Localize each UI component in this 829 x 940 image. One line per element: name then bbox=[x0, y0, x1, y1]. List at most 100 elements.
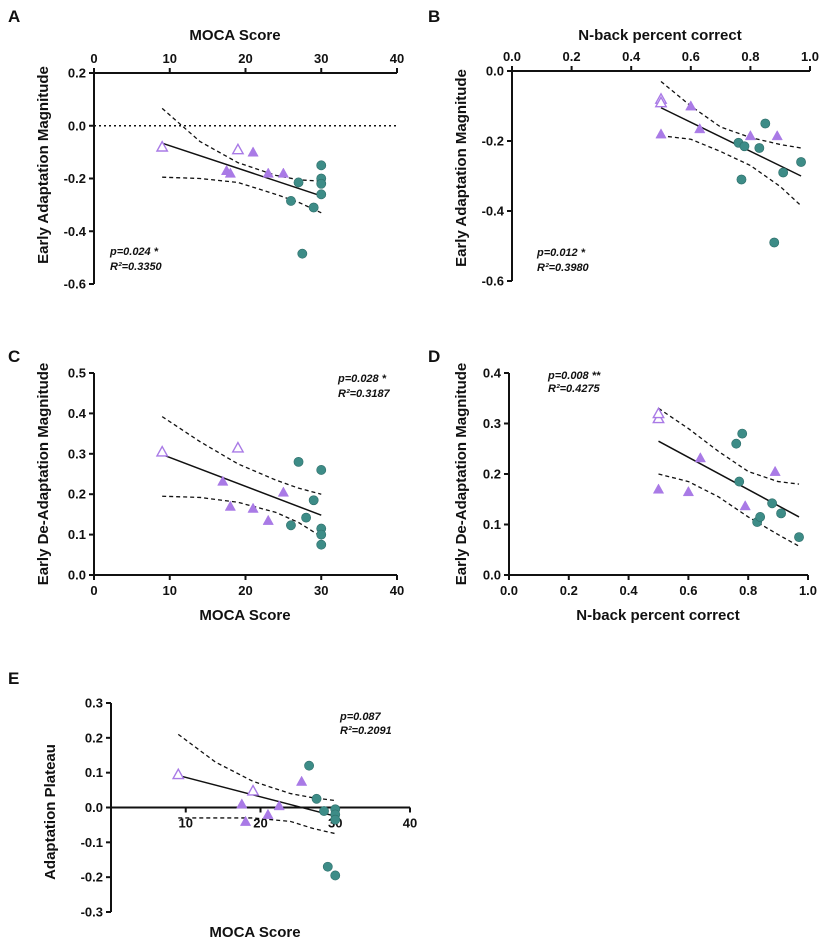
data-point-circle-a bbox=[297, 248, 308, 259]
data-point-circle-e bbox=[311, 793, 322, 804]
y-tick-label-b: -0.2 bbox=[482, 134, 504, 149]
data-point-triangle-b bbox=[685, 100, 697, 111]
data-point-circle-d bbox=[731, 438, 742, 449]
data-point-circle-c bbox=[316, 529, 327, 540]
data-point-triangle-a bbox=[224, 167, 236, 178]
data-point-circle-e bbox=[322, 861, 333, 872]
x-tick-label-c: 40 bbox=[390, 583, 404, 598]
data-point-open-triangle-b bbox=[654, 95, 668, 108]
data-point-triangle-b bbox=[744, 130, 757, 141]
regression-line-b bbox=[660, 107, 802, 177]
regression-line-c bbox=[161, 453, 322, 516]
y-axis-title-b: Early Adaptation Magnitude bbox=[453, 69, 470, 267]
data-point-triangle-a bbox=[247, 146, 259, 157]
data-point-circle-c bbox=[316, 465, 327, 475]
x-tick-label-b: 0.4 bbox=[622, 49, 641, 64]
x-axis-title-d: N-back percent correct bbox=[576, 607, 739, 624]
y-tick-label-a: -0.4 bbox=[64, 224, 87, 239]
stats-p-c: p=0.028 * bbox=[337, 373, 387, 385]
x-tick-label-d: 0.4 bbox=[620, 583, 639, 598]
data-point-triangle-e bbox=[239, 815, 252, 826]
y-tick-label-c: 0.2 bbox=[68, 487, 86, 502]
y-axis-title-e: Adaptation Plateau bbox=[42, 744, 59, 880]
x-tick-label-b: 1.0 bbox=[801, 49, 819, 64]
y-tick-label-c: 0.1 bbox=[68, 527, 86, 542]
y-tick-label-d: 0.3 bbox=[483, 416, 501, 431]
panel-label-b: B bbox=[428, 7, 440, 26]
y-axis-title-c: Early De-Adaptation Magnitude bbox=[35, 363, 52, 586]
y-tick-label-a: -0.2 bbox=[64, 171, 86, 186]
y-tick-label-c: 0.4 bbox=[68, 406, 87, 421]
data-point-open-triangle-a bbox=[231, 142, 245, 155]
panel-label-a: A bbox=[8, 7, 20, 26]
data-point-triangle-d bbox=[694, 452, 706, 463]
y-tick-label-e: 0.0 bbox=[85, 800, 103, 815]
data-point-circle-e bbox=[330, 814, 341, 825]
data-point-circle-d bbox=[755, 512, 766, 522]
data-point-triangle-b bbox=[655, 128, 667, 139]
x-tick-label-c: 10 bbox=[163, 583, 177, 598]
x-tick-label-a: 20 bbox=[238, 51, 252, 66]
y-axis-title-d: Early De-Adaptation Magnitude bbox=[453, 363, 470, 586]
x-tick-label-a: 30 bbox=[314, 51, 328, 66]
regression-line-e bbox=[178, 774, 336, 817]
ci-upper-curve-b bbox=[660, 80, 802, 149]
data-point-triangle-a bbox=[277, 167, 289, 178]
data-point-circle-c bbox=[286, 520, 296, 531]
ci-lower-curve-a bbox=[162, 176, 322, 214]
data-point-open-triangle-e bbox=[171, 767, 185, 780]
data-point-open-triangle-c bbox=[231, 441, 245, 453]
y-tick-label-b: 0.0 bbox=[486, 64, 504, 79]
panel-label-d: D bbox=[428, 347, 440, 366]
data-point-circle-c bbox=[308, 495, 319, 506]
data-point-circle-c bbox=[301, 512, 311, 523]
data-point-triangle-e bbox=[236, 798, 248, 809]
y-tick-label-e: -0.1 bbox=[81, 835, 103, 850]
ci-lower-curve-b bbox=[660, 135, 802, 207]
stats-r2-e: R²=0.2091 bbox=[340, 725, 392, 737]
x-tick-label-d: 0.2 bbox=[560, 583, 578, 598]
data-point-triangle-c bbox=[262, 514, 274, 525]
data-point-circle-d bbox=[776, 508, 786, 519]
panel-label-c: C bbox=[8, 347, 20, 366]
data-point-circle-b bbox=[760, 118, 771, 129]
data-point-circle-b bbox=[796, 157, 806, 167]
data-point-triangle-d bbox=[739, 500, 751, 511]
x-tick-label-d: 0.8 bbox=[739, 583, 757, 598]
stats-p-e: p=0.087 bbox=[339, 711, 382, 723]
x-tick-label-a: 10 bbox=[163, 51, 177, 66]
data-point-circle-d bbox=[767, 498, 778, 509]
data-point-circle-b bbox=[769, 237, 780, 248]
stats-r2-d: R²=0.4275 bbox=[548, 383, 601, 395]
data-point-open-triangle-c bbox=[155, 445, 169, 457]
panel-c: C MOCA Score Early De-Adaptation Magnitu… bbox=[8, 347, 404, 624]
data-point-triangle-e bbox=[295, 775, 308, 786]
data-point-circle-a bbox=[316, 178, 327, 189]
data-point-circle-a bbox=[286, 196, 296, 206]
y-tick-label-a: 0.2 bbox=[68, 66, 86, 81]
panel-d: D N-back percent correct Early De-Adapta… bbox=[428, 347, 817, 624]
ci-upper-curve-d bbox=[658, 407, 800, 485]
x-tick-label-d: 1.0 bbox=[799, 583, 817, 598]
y-tick-label-e: 0.3 bbox=[85, 696, 103, 711]
y-axis-title-a: Early Adaptation Magnitude bbox=[35, 66, 52, 264]
y-tick-label-e: 0.1 bbox=[85, 765, 103, 780]
data-point-triangle-b bbox=[694, 123, 706, 134]
y-tick-label-d: 0.1 bbox=[483, 517, 501, 532]
x-axis-title-e: MOCA Score bbox=[209, 924, 300, 940]
y-tick-label-c: 0.0 bbox=[68, 568, 86, 583]
y-tick-label-d: 0.0 bbox=[483, 568, 501, 583]
y-tick-label-c: 0.3 bbox=[68, 446, 86, 461]
x-tick-label-a: 0 bbox=[90, 51, 97, 66]
stats-p-d: p=0.008 ** bbox=[547, 370, 601, 382]
data-point-circle-a bbox=[293, 177, 304, 188]
data-point-circle-d bbox=[737, 428, 748, 439]
ci-lower-curve-c bbox=[162, 495, 322, 538]
x-tick-label-d: 0.0 bbox=[500, 583, 518, 598]
x-tick-label-d: 0.6 bbox=[679, 583, 697, 598]
ci-lower-curve-e bbox=[178, 817, 336, 835]
x-tick-label-b: 0.6 bbox=[682, 49, 700, 64]
data-point-circle-d bbox=[734, 476, 745, 487]
data-point-circle-e bbox=[330, 870, 341, 881]
